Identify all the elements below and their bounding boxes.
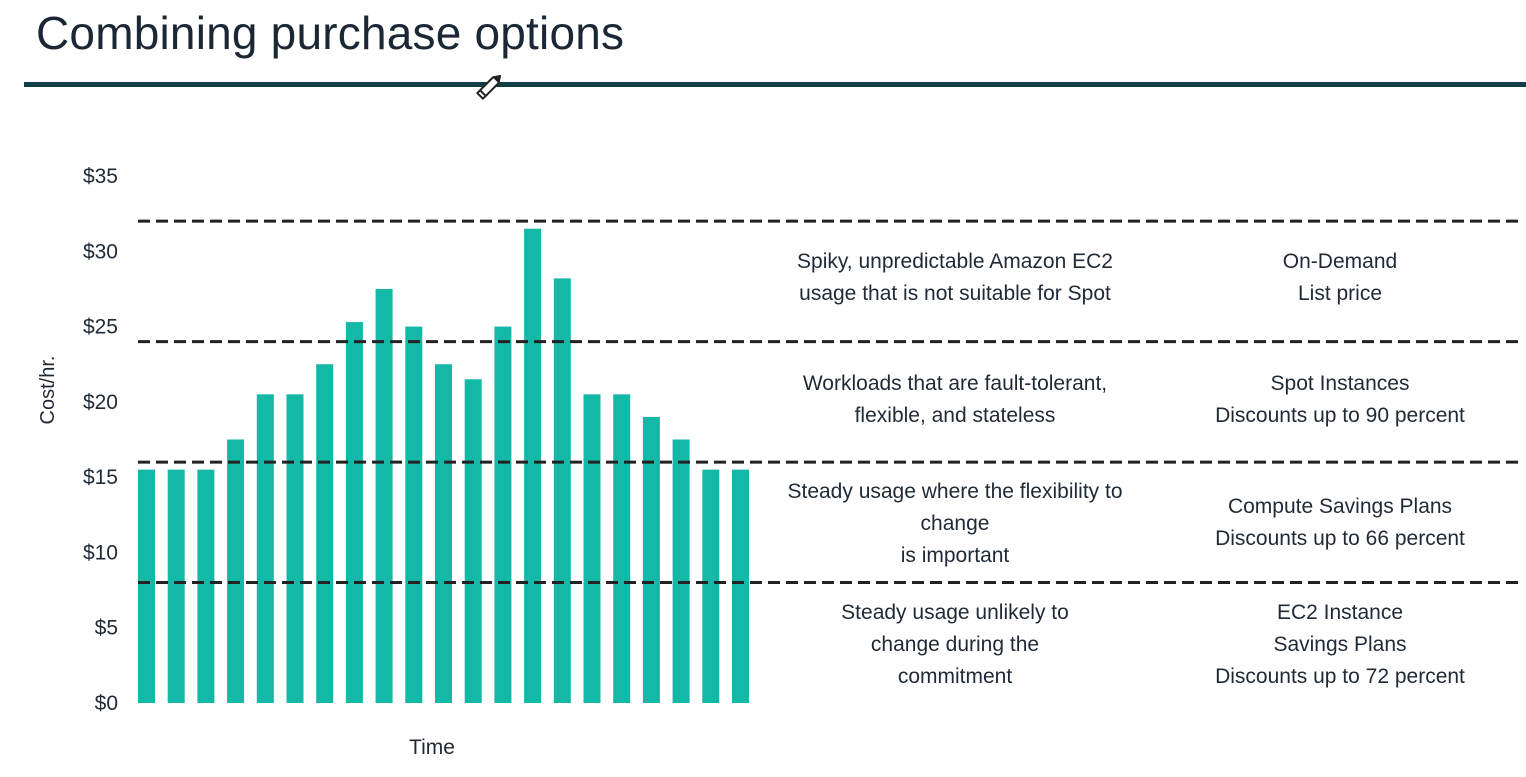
y-tick-label: $10 xyxy=(83,541,118,564)
tier-4-option: EC2 Instance Savings Plans Discounts up to… xyxy=(1215,601,1465,688)
y-axis-label: Cost/hr. xyxy=(37,356,59,425)
bar xyxy=(227,439,245,703)
bar xyxy=(732,469,749,703)
y-tick-label: $20 xyxy=(83,391,118,414)
tier-4-description: Steady usage unlikely to change during th… xyxy=(841,601,1069,688)
y-tick-label: $5 xyxy=(95,617,118,640)
pencil-icon xyxy=(476,75,501,100)
bar xyxy=(642,416,660,703)
x-axis-label: Time xyxy=(409,736,455,759)
y-tick-label: $35 xyxy=(83,165,118,188)
bar xyxy=(672,439,690,703)
tier-3-description: Steady usage where the flexibility to cha… xyxy=(787,480,1123,567)
bar xyxy=(435,364,452,703)
bar xyxy=(613,394,631,703)
y-tick-label: $30 xyxy=(83,240,118,263)
tier-2-option: Spot Instances Discounts up to 90 percent xyxy=(1215,372,1465,427)
bar xyxy=(464,379,482,703)
tier-3-option: Compute Savings Plans Discounts up to 66 … xyxy=(1215,495,1465,550)
bar xyxy=(138,469,155,703)
bar xyxy=(256,394,274,703)
bar xyxy=(702,469,720,703)
bar xyxy=(375,288,393,703)
y-tick-label: $15 xyxy=(83,466,118,489)
title-divider xyxy=(24,82,1526,87)
bar xyxy=(167,469,185,703)
bar xyxy=(316,364,334,703)
bar xyxy=(345,322,363,703)
tier-1-description: Spiky, unpredictable Amazon EC2 usage tha… xyxy=(797,250,1113,305)
y-tick-label: $25 xyxy=(83,316,118,339)
page-title: Combining purchase options xyxy=(36,7,625,59)
bar xyxy=(553,278,571,703)
bar xyxy=(197,469,215,703)
bar xyxy=(286,394,304,703)
bar xyxy=(405,326,423,703)
bar xyxy=(524,228,542,703)
tier-2-description: Workloads that are fault-tolerant, flexib… xyxy=(802,372,1108,427)
bar xyxy=(494,326,512,703)
tier-1-option: On-Demand List price xyxy=(1282,250,1398,305)
y-tick-label: $0 xyxy=(95,692,118,715)
bar xyxy=(583,394,601,703)
